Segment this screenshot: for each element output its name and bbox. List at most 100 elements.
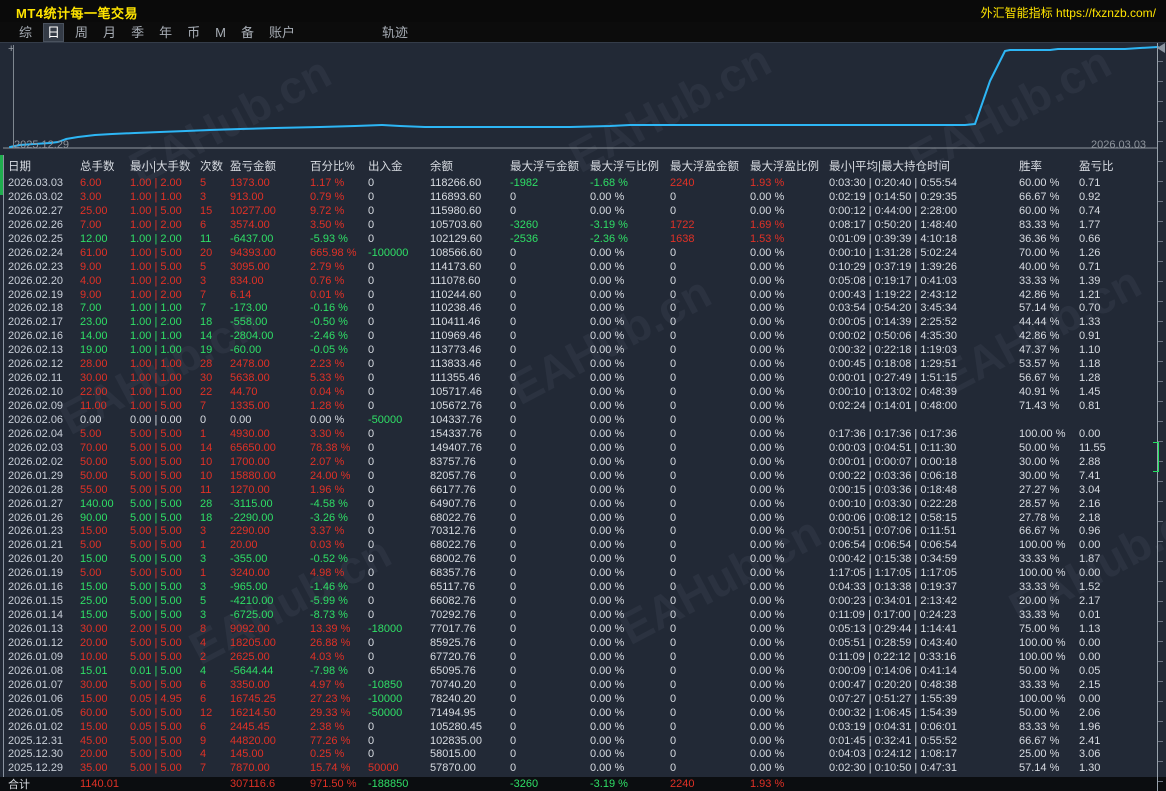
- table-row: 2026.01.23 15.00 5.00 | 5.00 3 2290.00 3.37 %…: [0, 525, 1166, 539]
- menu-item-summary[interactable]: 综: [19, 24, 33, 40]
- table-cell: 55.00: [80, 483, 108, 496]
- table-cell: 0: [670, 623, 677, 635]
- table-cell: 77.26 %: [310, 734, 351, 747]
- table-cell: 0:05:13 | 0:29:44 | 1:14:41: [829, 623, 958, 635]
- table-cell: -10850: [368, 678, 403, 691]
- menu-item-week[interactable]: 周: [75, 24, 89, 40]
- table-cell: 20: [200, 246, 213, 259]
- scale-tick: [1158, 401, 1163, 402]
- table-cell: 50.00 %: [1019, 664, 1060, 677]
- table-cell: 1.28: [1079, 372, 1101, 385]
- table-cell: 28: [200, 358, 213, 371]
- table-cell: 2025.12.31: [8, 734, 64, 747]
- table-cell: 26.88 %: [310, 636, 351, 649]
- table-cell: 0.00 %: [590, 581, 625, 594]
- scale-tick: [1158, 241, 1163, 242]
- table-cell: 66.67 %: [1019, 734, 1060, 747]
- table-cell: [829, 414, 1019, 428]
- table-cell: 0.00 %: [750, 623, 785, 635]
- table-cell: 0.71: [1079, 260, 1101, 273]
- table-cell: 1.00 | 1.00: [130, 358, 182, 371]
- menu-item-quarter[interactable]: 季: [131, 24, 145, 40]
- table-cell: 70.00 %: [1019, 246, 1060, 259]
- menu-item-track[interactable]: 轨迹: [381, 24, 408, 40]
- menu-item-m[interactable]: M: [215, 24, 226, 40]
- table-cell: 3574.00: [230, 218, 270, 231]
- table-cell: 0: [368, 455, 375, 468]
- menu-item-day[interactable]: 日: [43, 22, 65, 42]
- menu-item-year[interactable]: 年: [159, 24, 173, 40]
- table-cell: 2445.45: [230, 720, 270, 733]
- scale-tick: [1158, 641, 1163, 642]
- table-cell: -3260: [510, 218, 539, 231]
- table-cell: 2.18: [1079, 511, 1101, 524]
- table-cell: 0: [368, 386, 375, 399]
- table-row: 2025.12.30 20.00 5.00 | 5.00 4 145.00 0.25 % 0…: [0, 748, 1166, 762]
- table-cell: 0: [510, 204, 517, 217]
- table-cell: 2240: [670, 177, 695, 189]
- column-header: 日期: [8, 161, 31, 173]
- table-cell: 100.00 %: [1019, 650, 1066, 663]
- table-cell: -3115.00: [230, 497, 273, 510]
- table-cell: 0:06:54 | 0:06:54 | 0:06:54: [829, 539, 958, 552]
- table-cell: 0.76 %: [310, 274, 345, 287]
- table-cell: 23.00: [80, 316, 108, 329]
- menu-item-currency[interactable]: 币: [187, 24, 201, 40]
- table-cell: 0:00:06 | 0:08:12 | 0:58:15: [829, 511, 958, 524]
- table-cell: -4210.00: [230, 595, 274, 608]
- table-row: 2026.01.16 15.00 5.00 | 5.00 3 -965.00 -1.46 …: [0, 581, 1166, 595]
- crosshair-mark: +: [8, 43, 15, 55]
- table-cell: 2026.02.10: [8, 386, 64, 399]
- table-cell: 58015.00: [430, 748, 476, 761]
- table-cell: 0:00:51 | 0:07:06 | 0:11:51: [829, 525, 957, 538]
- table-cell: 0.00 %: [590, 330, 625, 343]
- table-cell: 6: [200, 218, 207, 231]
- table-cell: 0:00:23 | 0:34:01 | 2:13:42: [829, 595, 958, 608]
- table-cell: 2026.01.23: [8, 525, 64, 538]
- table-cell: -60.00: [230, 344, 262, 357]
- table-cell: 1.18: [1079, 358, 1101, 371]
- url-label: https://fxznzb.com/: [1055, 6, 1156, 20]
- table-cell: 0: [670, 427, 677, 440]
- table-cell: 14: [200, 330, 213, 343]
- table-cell: 2026.02.23: [8, 260, 64, 273]
- scale-tick: [1158, 141, 1163, 142]
- table-cell: 5.00 | 5.00: [130, 609, 182, 622]
- table-cell: 0: [510, 650, 517, 663]
- table-cell: 0.96: [1079, 525, 1101, 538]
- table-cell: 0.00 %: [590, 664, 625, 677]
- table-cell: 0.00 %: [750, 539, 785, 552]
- menu-item-month[interactable]: 月: [103, 24, 117, 40]
- table-cell: 67720.76: [430, 650, 476, 663]
- table-cell: 4.03 %: [310, 650, 345, 663]
- table-cell: -5.99 %: [310, 595, 348, 608]
- scale-tick: [1158, 381, 1163, 382]
- menu-item-note[interactable]: 备: [240, 24, 254, 40]
- scale-tick: [1158, 701, 1163, 702]
- table-cell: 0: [670, 316, 677, 329]
- table-cell: 0:04:03 | 0:24:12 | 1:08:17: [829, 748, 958, 761]
- table-cell: 33.33 %: [1019, 678, 1060, 691]
- brand-url-link[interactable]: 外汇智能指标 https://fxznzb.com/: [981, 4, 1156, 21]
- table-cell: 0: [670, 413, 677, 426]
- table-cell: 0: [368, 441, 375, 454]
- column-header: 余额: [430, 161, 453, 173]
- table-cell: 44.70: [230, 386, 258, 399]
- table-cell: 65117.76: [430, 581, 476, 594]
- table-cell: 15: [200, 204, 213, 217]
- table-cell: 2026.01.09: [8, 650, 64, 663]
- table-cell: 0: [510, 469, 517, 482]
- table-cell: 100.00 %: [1019, 567, 1066, 580]
- column-header: 盈亏金额: [230, 161, 276, 173]
- table-row: 2026.02.19 9.00 1.00 | 2.00 7 6.14 0.01 % 0 110…: [0, 289, 1166, 303]
- table-cell: 0.00 %: [750, 650, 785, 663]
- menu-item-account[interactable]: 账户: [268, 24, 295, 40]
- table-cell: 5.00 | 5.00: [130, 441, 182, 454]
- table-cell: 100.00 %: [1019, 427, 1066, 440]
- table-cell: 0.91: [1079, 330, 1101, 343]
- table-cell: -3.26 %: [310, 511, 348, 524]
- table-cell: 0.00: [230, 413, 252, 426]
- table-cell: 0.04 %: [310, 386, 345, 399]
- table-cell: 0.00 %: [590, 469, 625, 482]
- table-cell: 5.00 | 5.00: [130, 595, 182, 608]
